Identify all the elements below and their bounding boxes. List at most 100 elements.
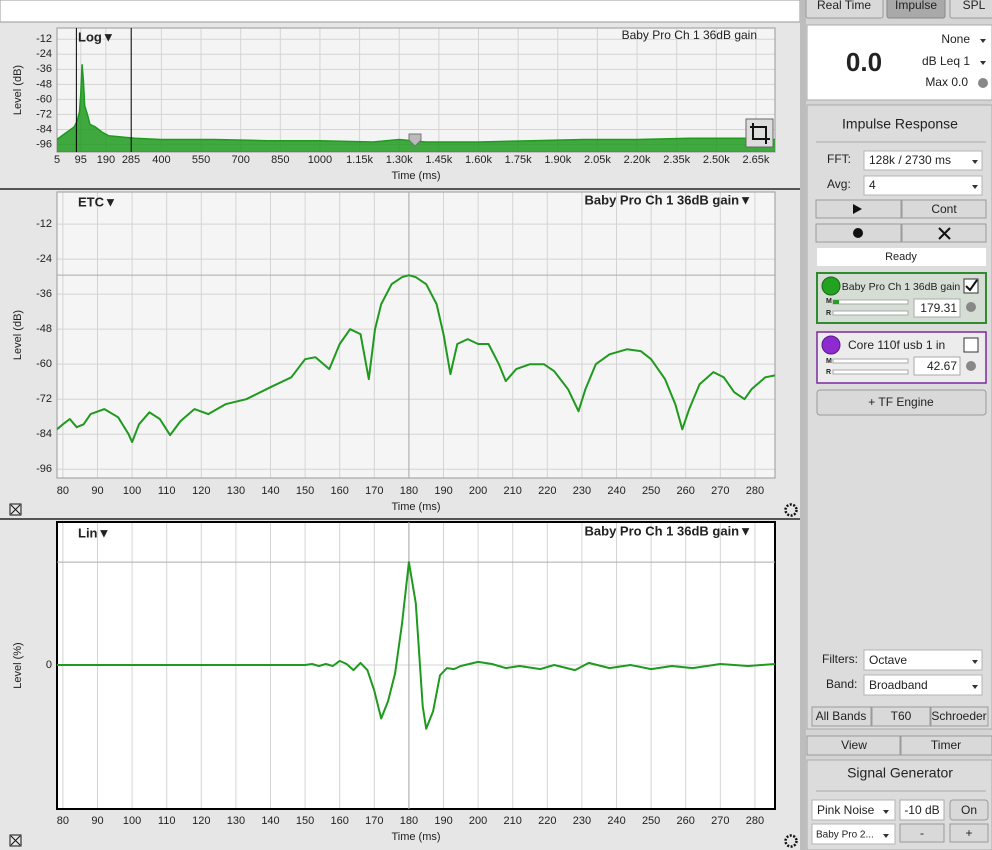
x-tick-label: 130 <box>227 815 245 827</box>
x-tick-label: 90 <box>91 815 103 827</box>
level-box[interactable] <box>899 799 945 821</box>
meter-weighting[interactable]: None <box>941 32 970 46</box>
chart-subtitle[interactable]: Baby Pro Ch 1 36dB gain▼ <box>585 523 752 538</box>
chart-title[interactable]: Log▼ <box>78 29 115 44</box>
dropdown[interactable] <box>863 649 983 671</box>
x-tick-label: 280 <box>746 485 764 497</box>
decrease-button[interactable] <box>899 823 945 843</box>
chart-subtitle[interactable]: Baby Pro Ch 1 36dB gain <box>622 28 757 42</box>
mode-button[interactable] <box>871 706 931 727</box>
input-name: Core 110f usb 1 in <box>848 338 945 352</box>
x-tick-label: 700 <box>231 154 249 166</box>
x-tick-label: 1.90k <box>544 154 571 166</box>
y-tick-label: -24 <box>36 253 52 265</box>
x-tick-label: 250 <box>642 815 660 827</box>
delay-box[interactable] <box>913 298 961 318</box>
x-tick-label: 100 <box>123 485 141 497</box>
x-axis-label: Time (ms) <box>391 501 440 513</box>
button-label: - <box>920 826 924 840</box>
button-label: Schroeder <box>931 709 986 723</box>
dropdown-value: Octave <box>869 653 907 667</box>
ir-panel <box>806 104 992 730</box>
on-button[interactable] <box>949 799 989 821</box>
field-label: Avg: <box>827 177 851 191</box>
close-icon <box>10 504 21 515</box>
y-tick-label: -48 <box>36 78 52 90</box>
zoom-button[interactable] <box>745 118 774 148</box>
timer-button[interactable] <box>900 735 992 756</box>
y-tick-label: -84 <box>36 428 52 440</box>
y-tick-label: -12 <box>36 218 52 230</box>
x-tick-label: 270 <box>711 815 729 827</box>
dropdown-arrow <box>980 61 986 65</box>
dropdown[interactable] <box>863 175 983 196</box>
mode-button[interactable] <box>811 706 872 727</box>
x-tick-label: 100 <box>123 815 141 827</box>
check <box>965 279 978 292</box>
increase-button[interactable] <box>949 823 989 843</box>
tab[interactable] <box>949 0 992 19</box>
tab-label: Impulse <box>895 0 937 12</box>
button-label: On <box>961 803 977 817</box>
plot-area <box>57 28 775 152</box>
dropdown[interactable] <box>863 150 983 171</box>
dropdown[interactable] <box>863 674 983 696</box>
button-label: + TF Engine <box>868 395 934 409</box>
tab[interactable] <box>886 0 946 19</box>
x-tick-label: 850 <box>271 154 289 166</box>
top-strip <box>0 0 801 23</box>
checkbox[interactable] <box>963 337 979 353</box>
x-axis-label: Time (ms) <box>391 831 440 843</box>
x-tick-label: 240 <box>607 485 625 497</box>
trace <box>57 561 775 730</box>
dropdown[interactable] <box>811 799 896 821</box>
x-tick-label: 170 <box>365 485 383 497</box>
mode-button[interactable] <box>930 706 989 727</box>
button-label: T60 <box>891 709 912 723</box>
settings-button[interactable] <box>784 503 798 517</box>
x-tick-label: 95 <box>75 154 87 166</box>
reset-dot[interactable] <box>978 78 988 88</box>
chart-subtitle[interactable]: Baby Pro Ch 1 36dB gain▼ <box>585 192 752 207</box>
close-button[interactable] <box>9 503 22 516</box>
x-tick-label: 140 <box>261 485 279 497</box>
input-color[interactable] <box>821 335 841 355</box>
dropdown-arrow <box>972 185 978 189</box>
x-tick-label: 260 <box>677 815 695 827</box>
level-meter <box>832 299 909 305</box>
panel-title: Signal Generator <box>847 765 953 781</box>
tab[interactable] <box>805 0 884 19</box>
close-button[interactable] <box>9 834 22 847</box>
x-tick-label: 120 <box>192 815 210 827</box>
cont-button[interactable] <box>901 199 987 219</box>
chart-title[interactable]: Lin▼ <box>78 525 110 540</box>
plot-border <box>56 191 776 479</box>
y-tick-label: -60 <box>36 93 52 105</box>
y-tick-label: -24 <box>36 48 52 60</box>
meter-metric[interactable]: dB Leq 1 <box>922 54 970 68</box>
x-tick-label: 150 <box>296 815 314 827</box>
chart-title[interactable]: ETC▼ <box>78 194 117 209</box>
view-button[interactable] <box>806 735 901 756</box>
dropdown[interactable] <box>811 823 896 845</box>
delay-box[interactable] <box>913 356 961 376</box>
x-tick-label: 1.15k <box>346 154 373 166</box>
input-color[interactable] <box>821 276 841 296</box>
button-label: + <box>965 826 972 840</box>
x-tick-label: 200 <box>469 485 487 497</box>
dropdown-value: 4 <box>869 178 876 192</box>
field-label: Filters: <box>822 652 858 666</box>
delay-dot[interactable] <box>966 361 976 371</box>
dropdown-arrow <box>980 39 986 43</box>
x-tick-label: 2.05k <box>584 154 611 166</box>
x-tick-label: 230 <box>573 485 591 497</box>
dropdown-arrow <box>883 834 889 838</box>
scroll-handle[interactable] <box>408 133 422 147</box>
add-engine-button[interactable] <box>816 389 987 416</box>
settings-button[interactable] <box>784 834 798 848</box>
x-tick-label: 190 <box>434 485 452 497</box>
meter-letter: M <box>826 298 832 305</box>
delay-dot[interactable] <box>966 302 976 312</box>
x-tick-label: 210 <box>504 815 522 827</box>
button-label: Cont <box>931 202 957 216</box>
